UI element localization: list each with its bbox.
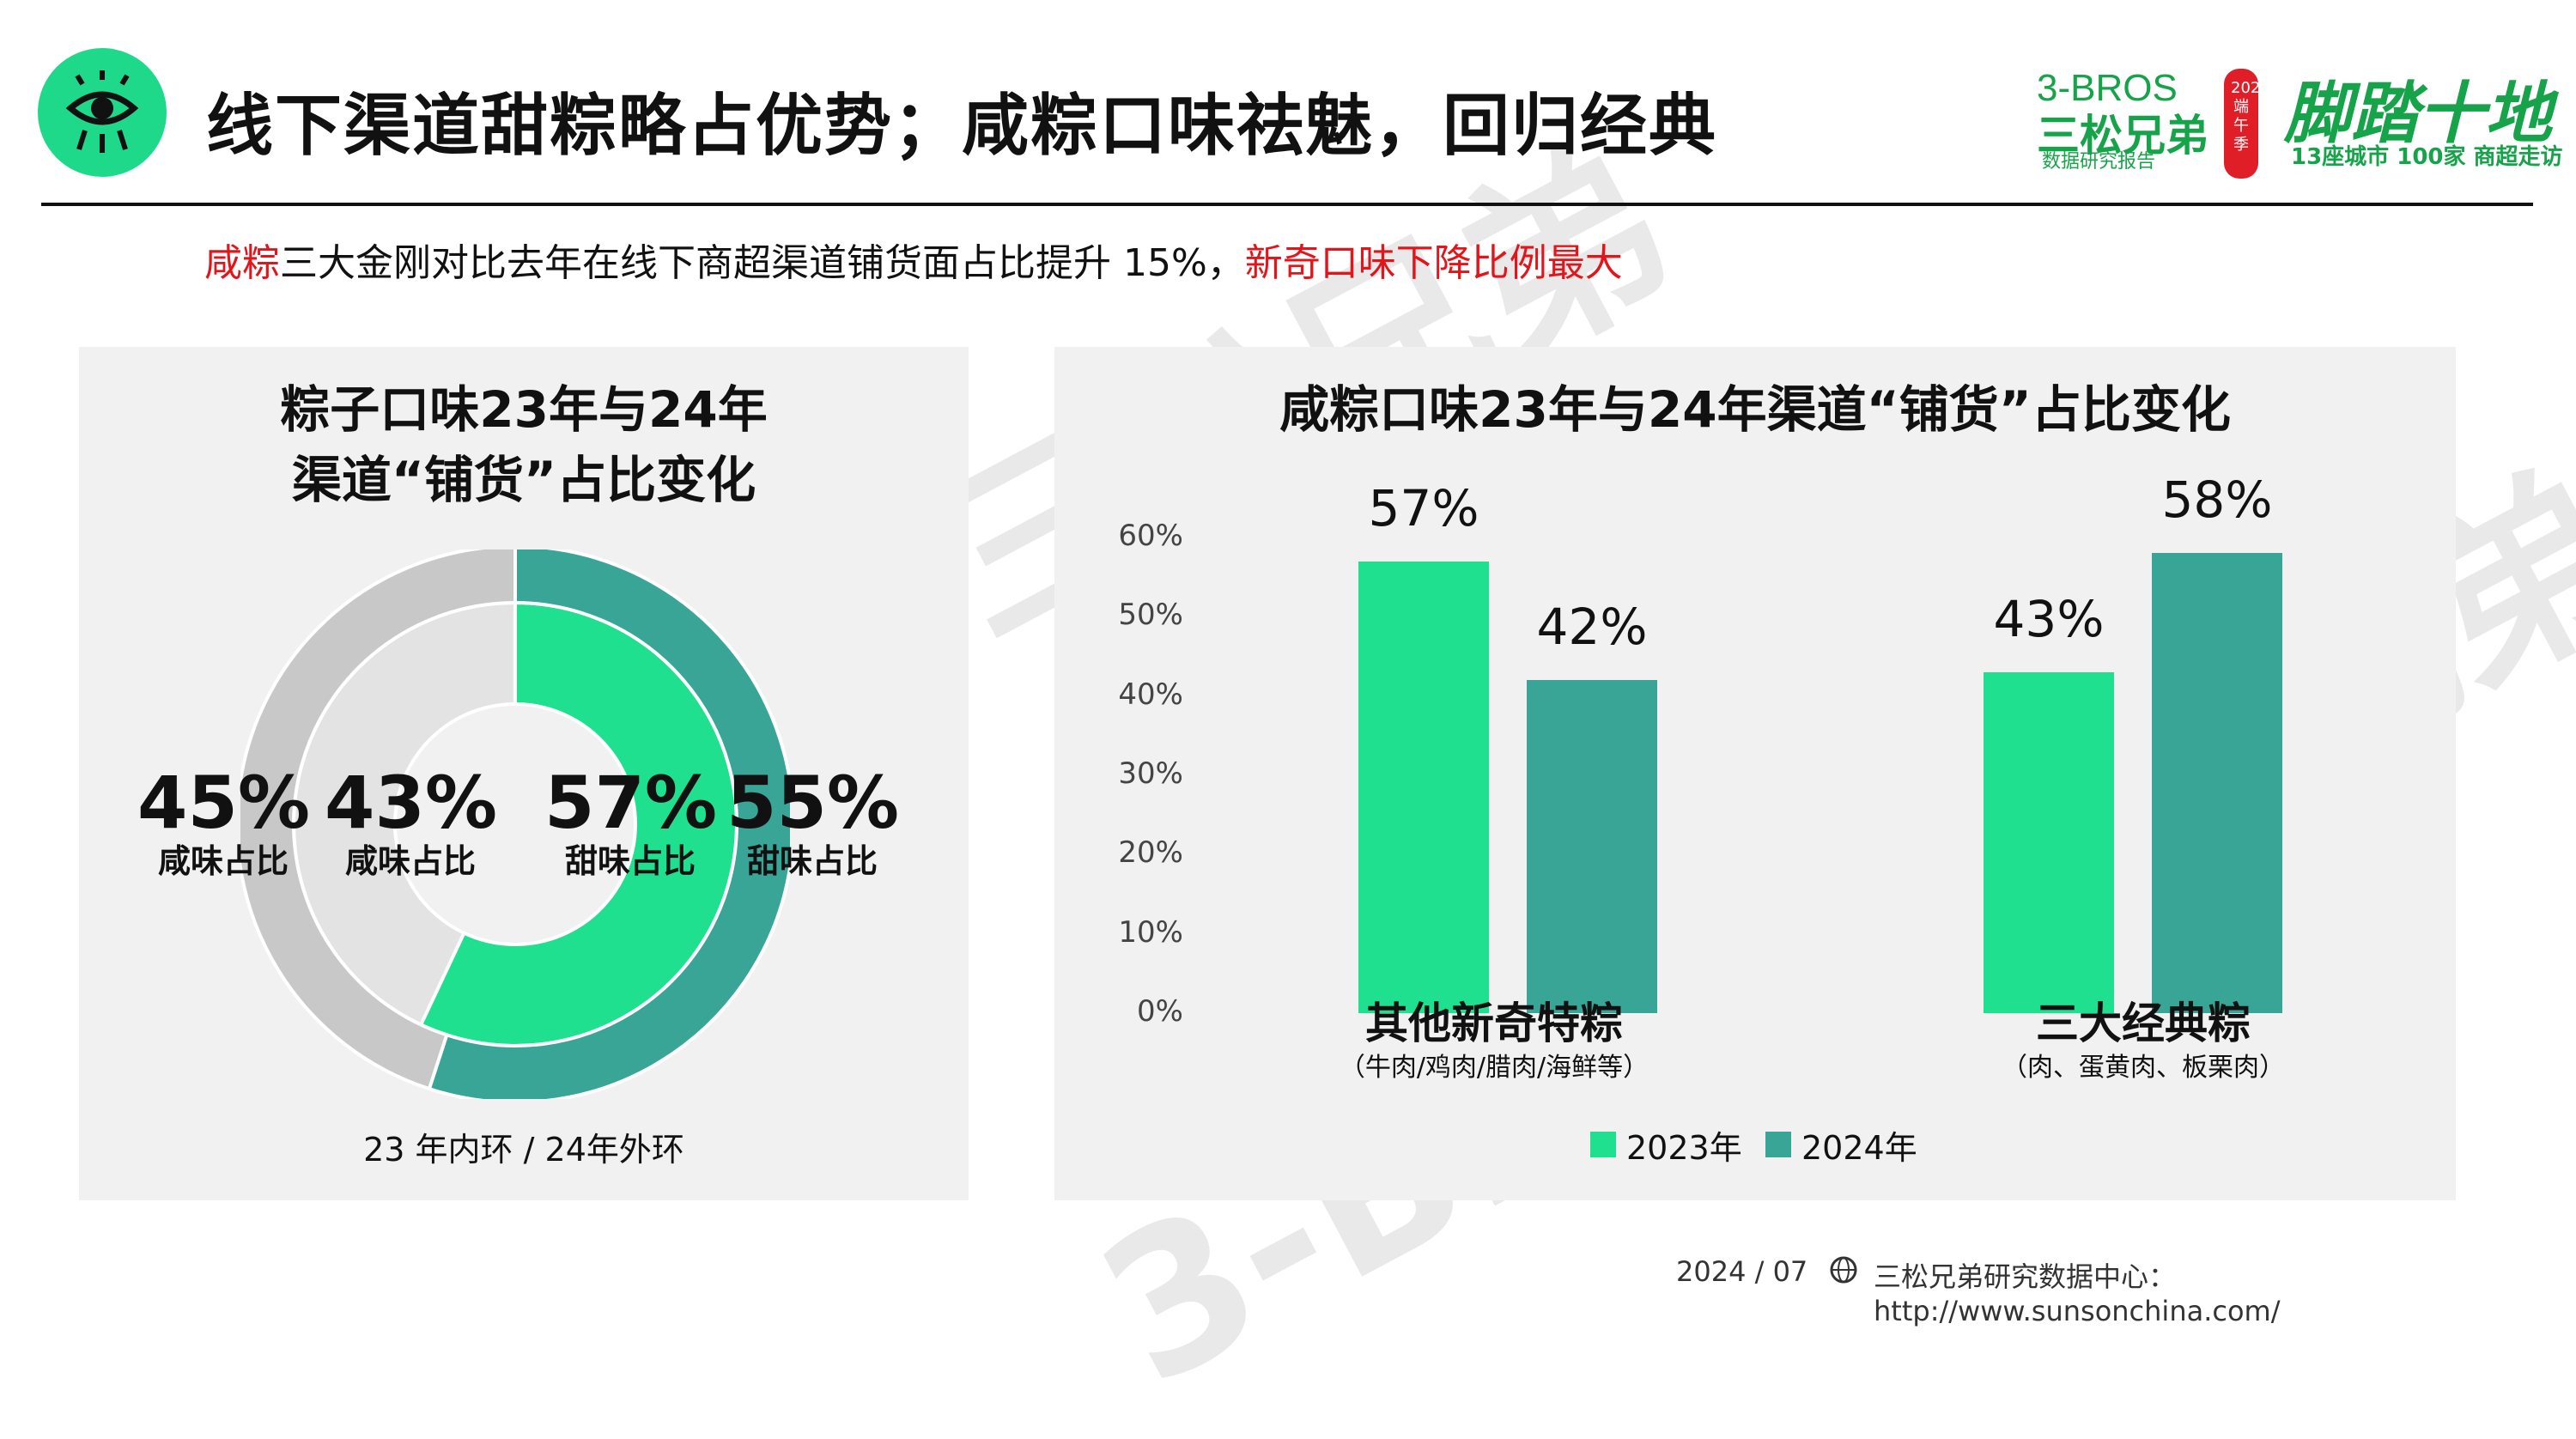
- inner-sweet-label: 57% 甜味占比: [544, 761, 718, 881]
- brand-name-cn: 三松兄弟: [2037, 111, 2208, 161]
- category-sublabel: （肉、蛋黄肉、板栗肉）: [2002, 1053, 2285, 1083]
- bar-value-label: 42%: [1536, 598, 1648, 657]
- brand-name-en: 3-BROS: [2037, 67, 2178, 109]
- legend-label-2023: 2023年: [1626, 1129, 1742, 1167]
- logo-badge: [38, 48, 167, 177]
- outer-sweet-caption: 甜味占比: [746, 842, 878, 880]
- subtitle-highlight: 新奇口味下降比例最大: [1244, 241, 1623, 285]
- y-tick-label: 10%: [1118, 914, 1183, 950]
- bar-2023年-三大经典粽: [1984, 671, 2114, 1013]
- donut-chart: [240, 549, 790, 1099]
- inner-salty-caption: 咸味占比: [344, 842, 476, 880]
- y-tick-label: 20%: [1118, 835, 1183, 871]
- footer-date: 2024 / 07: [1676, 1255, 1808, 1288]
- title-divider: [41, 203, 2533, 206]
- footer-source: 三松兄弟研究数据中心：http://www.sunsonchina.com/: [1874, 1260, 2281, 1327]
- bar-chart-title: 咸粽口味23年与24年渠道“铺货”占比变化: [1279, 380, 2231, 439]
- bar-value-label: 57%: [1368, 478, 1479, 537]
- bar-value-label: 43%: [1993, 589, 2105, 648]
- y-tick-label: 60%: [1118, 519, 1183, 553]
- donut-note: 23 年内环 / 24年外环: [363, 1131, 684, 1169]
- outer-sweet-label: 55% 甜味占比: [726, 761, 900, 881]
- season-badge: [2224, 69, 2258, 179]
- inner-salty-label: 43% 咸味占比: [325, 761, 498, 881]
- inner-sweet-pct: 57%: [544, 761, 718, 845]
- season-badge-text: 2024端午季: [2231, 79, 2270, 154]
- category-label: 三大经典粽: [2036, 999, 2251, 1048]
- y-tick-label: 0%: [1137, 994, 1183, 1029]
- donut-title: 粽子口味23年与24年 渠道“铺货”占比变化: [79, 374, 969, 515]
- donut-title-line2: 渠道“铺货”占比变化: [291, 451, 756, 509]
- bar-2024年-三大经典粽: [2152, 553, 2282, 1013]
- y-tick-label: 30%: [1118, 756, 1183, 791]
- brand-subtitle: 数据研究报告: [2042, 151, 2156, 173]
- legend-label-2024: 2024年: [1801, 1129, 1917, 1167]
- category-label: 其他新奇特粽: [1365, 999, 1623, 1048]
- eye-icon: [65, 70, 139, 153]
- inner-salty-pct: 43%: [325, 761, 498, 845]
- outer-salty-pct: 45%: [137, 761, 311, 845]
- legend-swatch-2024: [1765, 1132, 1791, 1157]
- legend-swatch-2023: [1590, 1132, 1616, 1157]
- campaign-title: 脚踏十地: [2284, 75, 2553, 153]
- globe-icon: [1829, 1255, 1858, 1292]
- outer-salty-label: 45% 咸味占比: [137, 761, 311, 881]
- y-tick-label: 50%: [1118, 598, 1183, 633]
- donut-slice-outer-sweet: [427, 549, 790, 1099]
- page-subtitle: 咸粽三大金刚对比去年在线下商超渠道铺货面占比提升 15%，新奇口味下降比例最大: [204, 232, 1623, 287]
- y-tick-label: 40%: [1118, 677, 1183, 712]
- bar-2024年-其他新奇特粽: [1527, 680, 1657, 1013]
- subtitle-text: 三大金刚对比去年在线下商超渠道铺货面占比提升 15%，: [280, 241, 1245, 285]
- campaign-subtitle: 13座城市 100家 商超走访: [2291, 144, 2563, 170]
- inner-sweet-caption: 甜味占比: [564, 842, 696, 880]
- donut-slice-outer-salty: [240, 549, 517, 1091]
- outer-salty-caption: 咸味占比: [157, 842, 289, 880]
- outer-sweet-pct: 55%: [726, 761, 900, 845]
- subtitle-highlight: 咸粽: [204, 241, 280, 285]
- bar-2023年-其他新奇特粽: [1358, 561, 1489, 1013]
- bar-value-label: 58%: [2161, 471, 2273, 530]
- donut-title-line1: 粽子口味23年与24年: [280, 380, 768, 439]
- category-sublabel: （牛肉/鸡肉/腊肉/海鲜等）: [1339, 1053, 1649, 1083]
- page-title: 线下渠道甜粽略占优势；咸粽口味祛魅，回归经典: [206, 88, 1718, 165]
